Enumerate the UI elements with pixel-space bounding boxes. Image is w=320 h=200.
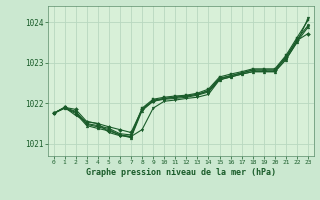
X-axis label: Graphe pression niveau de la mer (hPa): Graphe pression niveau de la mer (hPa) [86,168,276,177]
